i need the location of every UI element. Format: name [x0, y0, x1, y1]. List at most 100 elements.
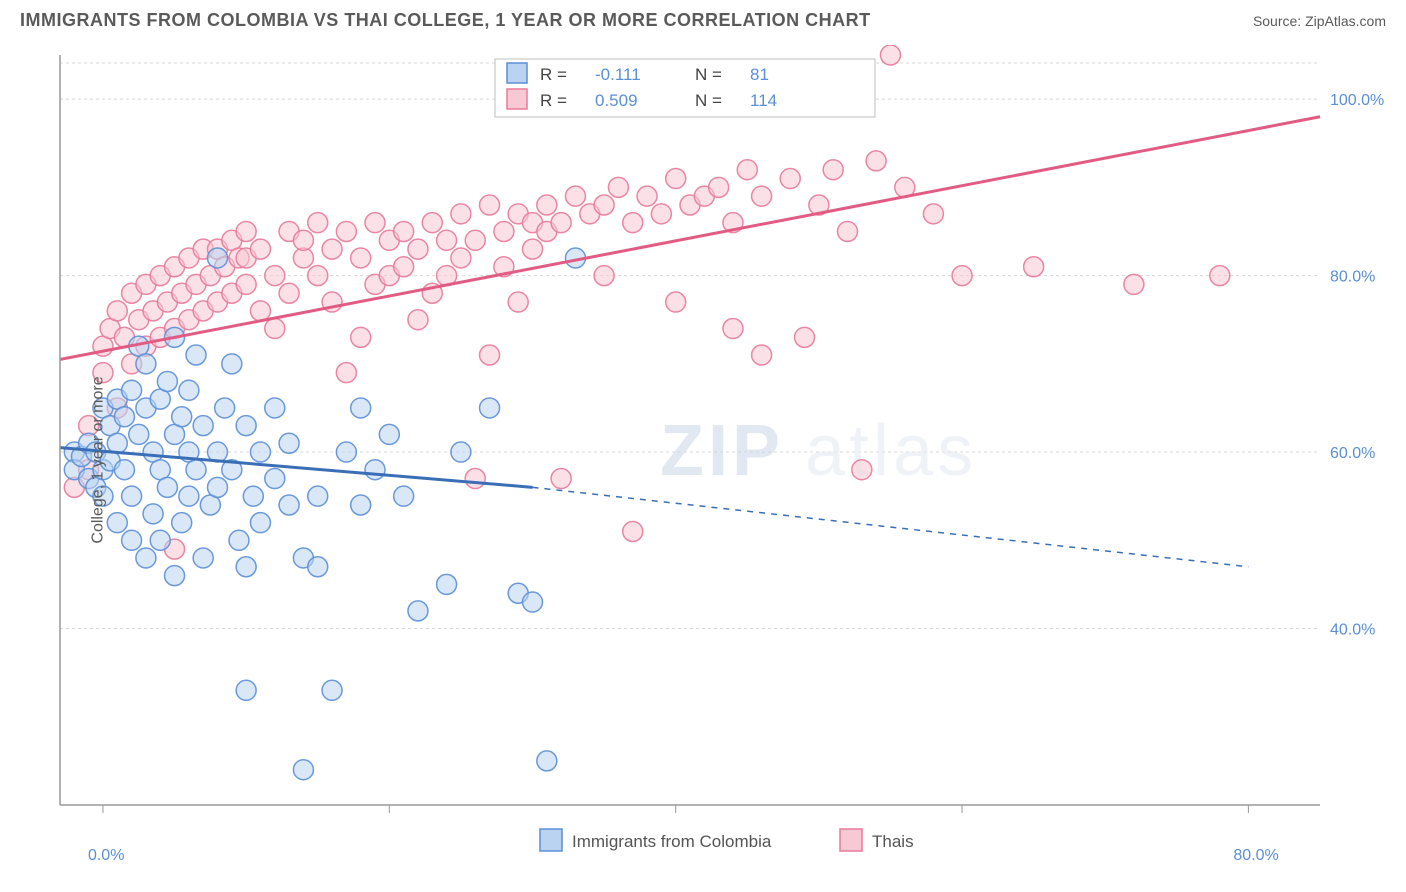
pink-point [279, 283, 299, 303]
blue-point [437, 574, 457, 594]
pink-point [394, 221, 414, 241]
legend-r-value: -0.111 [595, 65, 641, 84]
pink-point [594, 266, 614, 286]
bottom-legend-label: Immigrants from Colombia [572, 832, 772, 851]
pink-point [737, 160, 757, 180]
blue-point [179, 380, 199, 400]
blue-point [143, 504, 163, 524]
blue-point [351, 495, 371, 515]
blue-point [150, 530, 170, 550]
pink-point [551, 469, 571, 489]
pink-point [437, 230, 457, 250]
pink-point [623, 213, 643, 233]
pink-point [594, 195, 614, 215]
blue-point [107, 513, 127, 533]
pink-point [723, 319, 743, 339]
y-tick-label: 100.0% [1330, 92, 1384, 109]
blue-point [208, 248, 228, 268]
pink-point [637, 186, 657, 206]
blue-point [379, 424, 399, 444]
pink-point [107, 301, 127, 321]
legend-n-value: 114 [750, 91, 777, 110]
pink-point [752, 345, 772, 365]
pink-point [451, 248, 471, 268]
pink-point [551, 213, 571, 233]
legend-r-label: R = [540, 65, 567, 84]
pink-point [480, 195, 500, 215]
pink-point [823, 160, 843, 180]
bottom-legend-label: Thais [872, 832, 914, 851]
blue-point [222, 354, 242, 374]
pink-point [651, 204, 671, 224]
pink-point [322, 239, 342, 259]
legend-swatch [507, 89, 527, 109]
blue-point [229, 530, 249, 550]
blue-point [308, 557, 328, 577]
pink-point [351, 327, 371, 347]
blue-point [336, 442, 356, 462]
pink-point [1124, 274, 1144, 294]
legend-n-label: N = [695, 65, 722, 84]
pink-point [265, 319, 285, 339]
pink-point [866, 151, 886, 171]
y-tick-label: 80.0% [1330, 269, 1375, 286]
blue-point [322, 680, 342, 700]
blue-point [451, 442, 471, 462]
blue-point [243, 486, 263, 506]
blue-point [351, 398, 371, 418]
bottom-legend-swatch [840, 829, 862, 851]
pink-point [494, 221, 514, 241]
blue-point [114, 460, 134, 480]
chart-area: College, 1 year or more ZIPatlas40.0%60.… [20, 45, 1386, 875]
pink-point [236, 274, 256, 294]
blue-point [279, 433, 299, 453]
blue-point [114, 407, 134, 427]
blue-point [250, 442, 270, 462]
blue-point [122, 530, 142, 550]
blue-point [172, 513, 192, 533]
pink-point [780, 169, 800, 189]
blue-point [236, 416, 256, 436]
blue-point [408, 601, 428, 621]
y-tick-label: 40.0% [1330, 622, 1375, 639]
blue-point [122, 486, 142, 506]
pink-point [308, 266, 328, 286]
blue-point [186, 345, 206, 365]
pink-point [838, 221, 858, 241]
blue-point [308, 486, 328, 506]
x-tick-label: 0.0% [88, 847, 124, 864]
pink-point [666, 292, 686, 312]
blue-point [193, 416, 213, 436]
blue-point [157, 477, 177, 497]
blue-point [215, 398, 235, 418]
blue-point [172, 407, 192, 427]
legend-r-label: R = [540, 91, 567, 110]
pink-point [508, 292, 528, 312]
pink-point [923, 204, 943, 224]
pink-point [666, 169, 686, 189]
blue-point [537, 751, 557, 771]
y-axis-label: College, 1 year or more [90, 376, 108, 543]
blue-point [394, 486, 414, 506]
blue-point [265, 469, 285, 489]
blue-point [279, 495, 299, 515]
pink-point [408, 310, 428, 330]
pink-point [565, 186, 585, 206]
pink-point [365, 213, 385, 233]
blue-point [136, 548, 156, 568]
blue-point [193, 548, 213, 568]
pink-point [623, 521, 643, 541]
pink-point [952, 266, 972, 286]
pink-point [336, 363, 356, 383]
blue-point [157, 371, 177, 391]
chart-source: Source: ZipAtlas.com [1253, 13, 1386, 29]
pink-point [795, 327, 815, 347]
pink-point [537, 195, 557, 215]
blue-point [265, 398, 285, 418]
blue-point [523, 592, 543, 612]
blue-point [129, 424, 149, 444]
legend-swatch [507, 63, 527, 83]
x-tick-label: 80.0% [1233, 847, 1278, 864]
blue-point [236, 680, 256, 700]
blue-point [136, 354, 156, 374]
